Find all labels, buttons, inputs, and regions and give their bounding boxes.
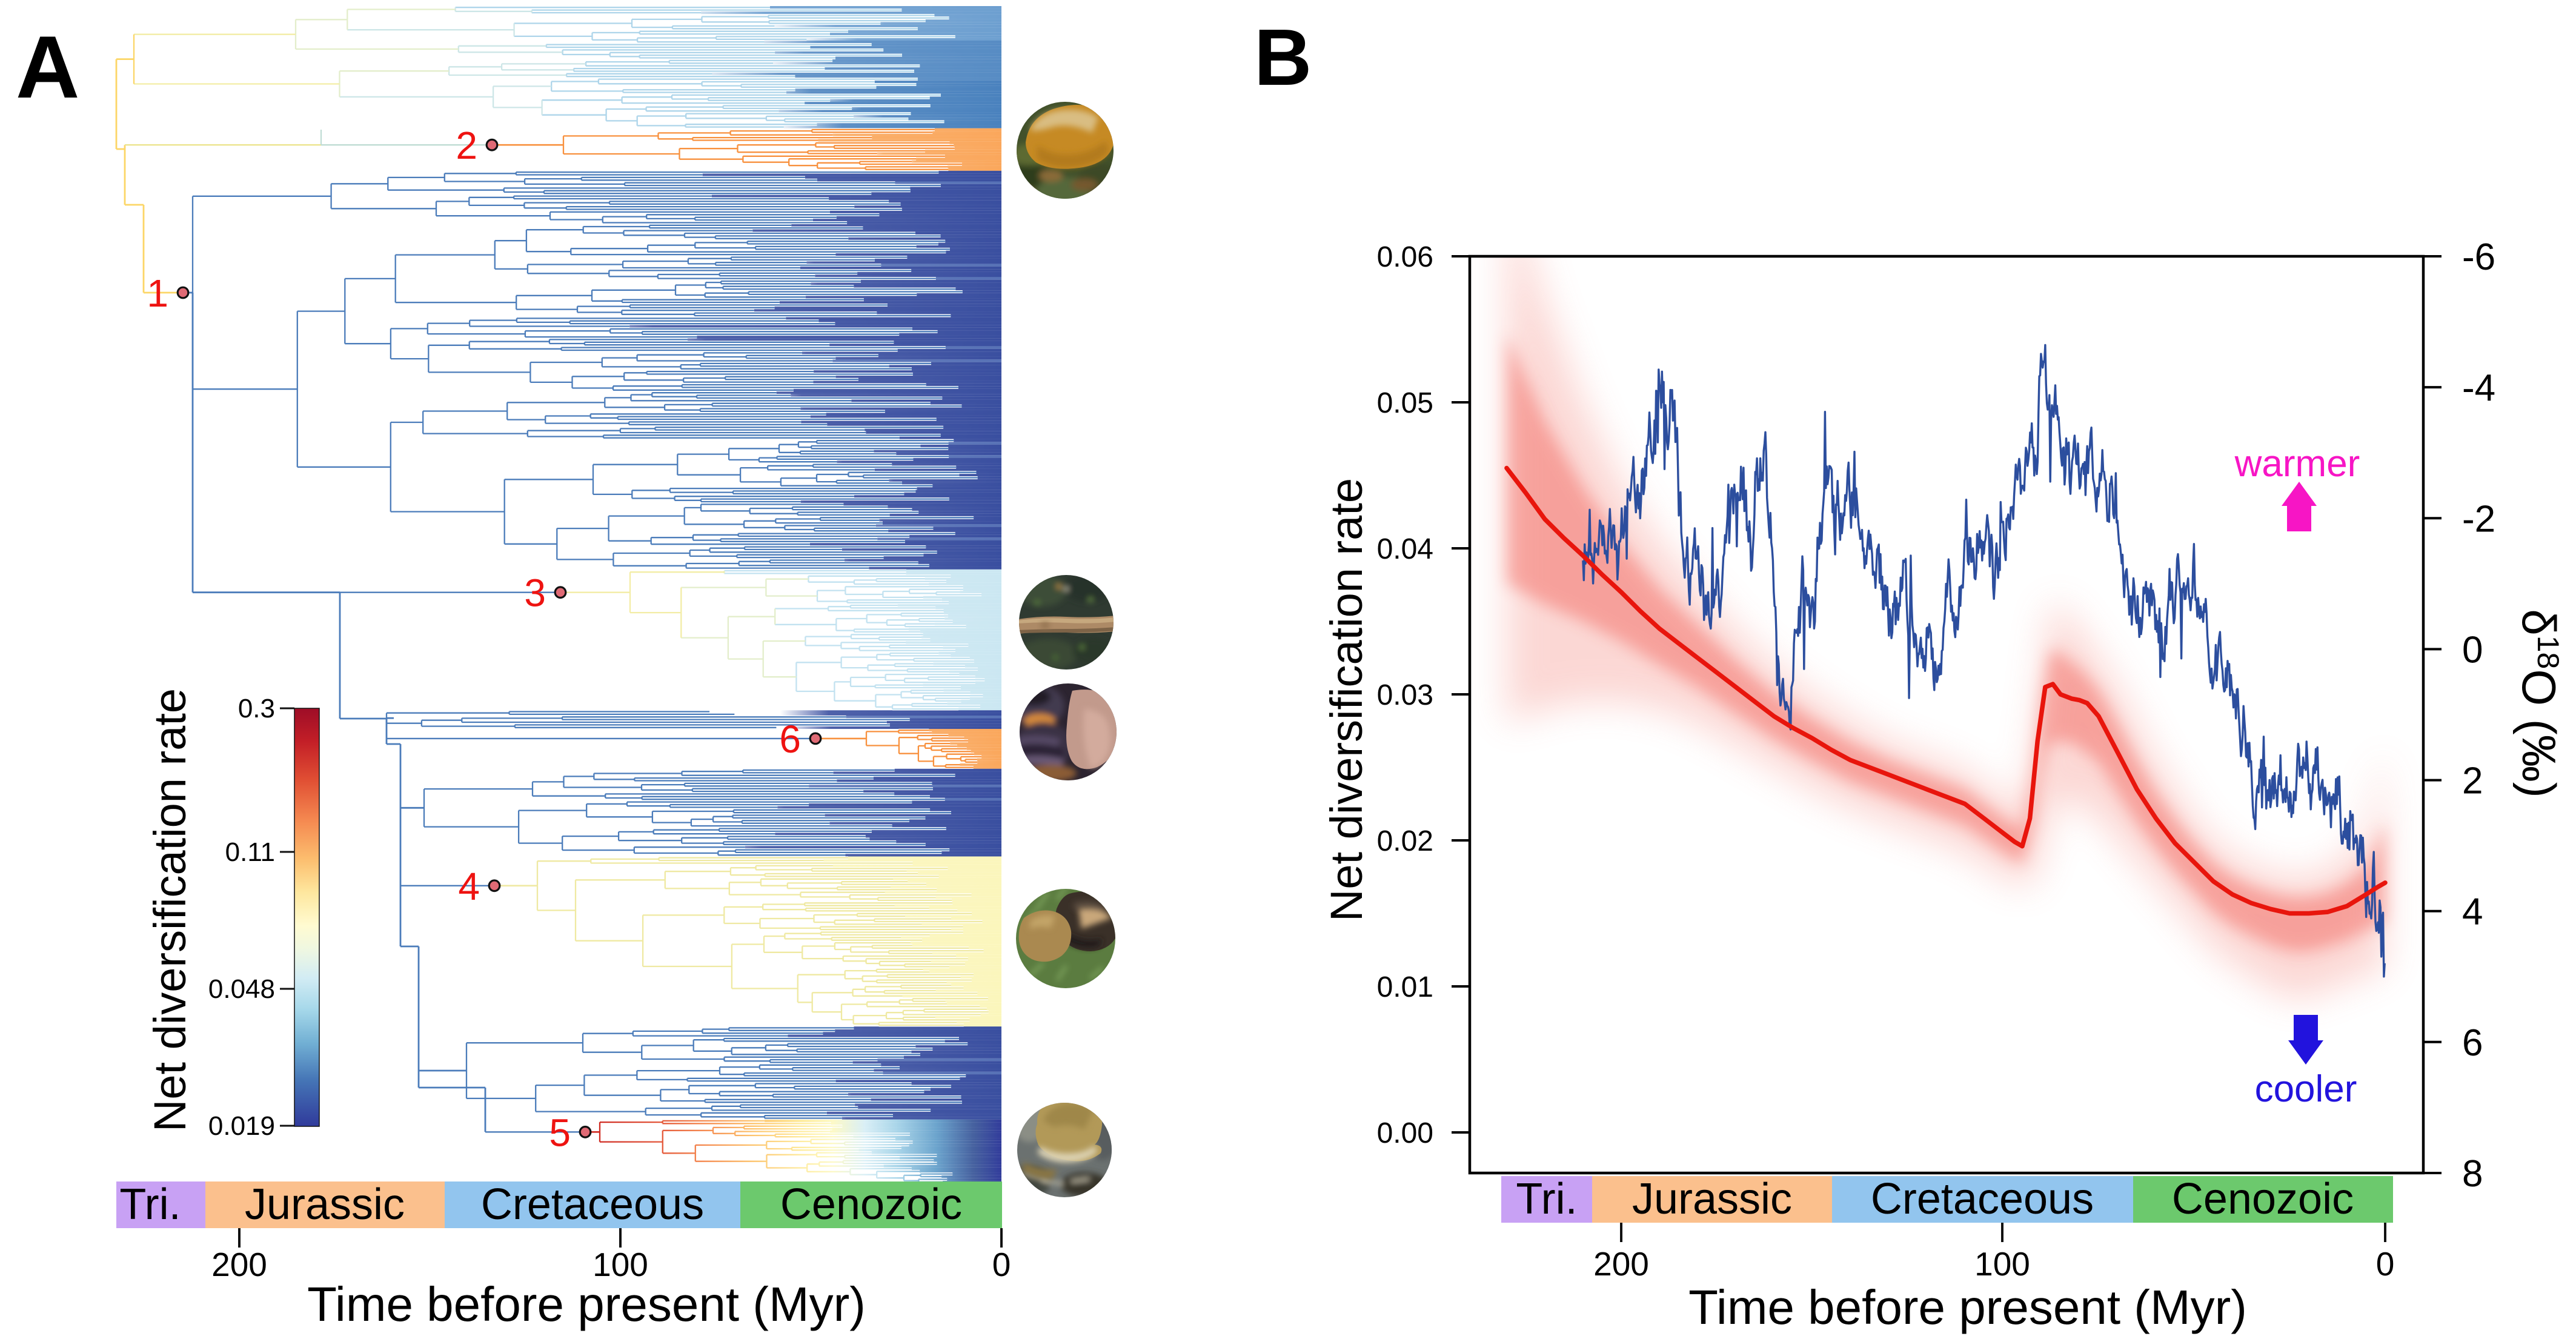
- svg-text:-6: -6: [2462, 236, 2495, 278]
- svg-text:0.048: 0.048: [208, 974, 275, 1004]
- svg-text:200: 200: [1593, 1245, 1649, 1283]
- svg-text:100: 100: [1974, 1245, 2030, 1283]
- svg-text:0.00: 0.00: [1377, 1117, 1433, 1149]
- svg-text:0.3: 0.3: [238, 694, 275, 723]
- svg-text:6: 6: [779, 717, 801, 761]
- svg-text:Tri.: Tri.: [1516, 1175, 1577, 1223]
- svg-text:0.02: 0.02: [1377, 825, 1433, 857]
- svg-text:0: 0: [2462, 629, 2483, 671]
- svg-text:B: B: [1254, 13, 1312, 102]
- svg-text:0.04: 0.04: [1377, 533, 1433, 565]
- svg-text:Net diversification rate: Net diversification rate: [1321, 478, 1372, 922]
- svg-text:2: 2: [2462, 760, 2483, 802]
- svg-text:3: 3: [524, 571, 546, 615]
- svg-text:0.05: 0.05: [1377, 387, 1433, 419]
- svg-text:warmer: warmer: [2234, 443, 2360, 485]
- svg-text:4: 4: [2462, 891, 2483, 933]
- svg-text:cooler: cooler: [2255, 1068, 2357, 1110]
- svg-text:0: 0: [992, 1246, 1011, 1283]
- svg-text:8: 8: [2462, 1153, 2483, 1195]
- svg-text:4: 4: [458, 865, 480, 908]
- svg-text:Time before present (Myr): Time before present (Myr): [1688, 1280, 2247, 1334]
- svg-text:2: 2: [456, 124, 477, 167]
- svg-text:5: 5: [549, 1111, 571, 1154]
- svg-text:0.019: 0.019: [208, 1111, 275, 1141]
- svg-text:0.06: 0.06: [1377, 241, 1433, 273]
- svg-text:200: 200: [211, 1246, 267, 1283]
- svg-text:-2: -2: [2462, 498, 2495, 540]
- svg-text:0.03: 0.03: [1377, 679, 1433, 711]
- svg-text:0: 0: [2376, 1245, 2395, 1283]
- svg-text:100: 100: [593, 1246, 648, 1283]
- svg-text:Cenozoic: Cenozoic: [780, 1180, 962, 1229]
- svg-text:0.01: 0.01: [1377, 971, 1433, 1003]
- svg-text:Jurassic: Jurassic: [1632, 1175, 1792, 1223]
- svg-text:Jurassic: Jurassic: [245, 1180, 405, 1229]
- svg-text:6: 6: [2462, 1022, 2483, 1064]
- svg-text:Tri.: Tri.: [119, 1180, 181, 1229]
- svg-text:Cretaceous: Cretaceous: [1871, 1175, 2094, 1223]
- svg-text:Cenozoic: Cenozoic: [2172, 1175, 2354, 1223]
- svg-text:Cretaceous: Cretaceous: [481, 1180, 704, 1229]
- svg-text:0.11: 0.11: [225, 837, 275, 867]
- svg-text:Net diversification rate: Net diversification rate: [145, 688, 195, 1132]
- svg-text:Time before present (Myr): Time before present (Myr): [307, 1277, 866, 1331]
- svg-text:-4: -4: [2462, 367, 2495, 409]
- svg-text:A: A: [16, 18, 79, 116]
- svg-text:1: 1: [147, 271, 168, 315]
